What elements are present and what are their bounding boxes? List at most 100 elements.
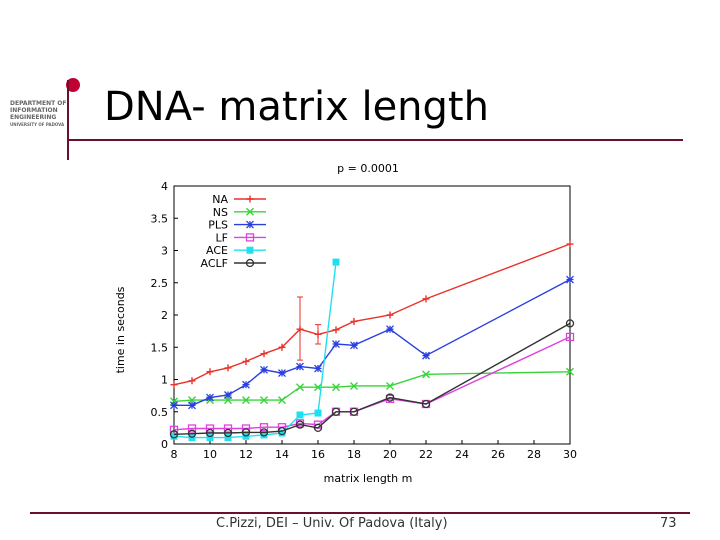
data-point <box>224 434 232 442</box>
legend-label: NS <box>213 206 228 219</box>
data-point <box>224 364 232 372</box>
legend-marker <box>246 207 254 216</box>
legend-label: LF <box>216 231 228 244</box>
x-tick-label: 24 <box>455 448 469 461</box>
data-point <box>332 340 340 348</box>
legend-label: ACLF <box>201 257 228 270</box>
x-axis-label: matrix length m <box>324 472 413 485</box>
data-point <box>296 411 304 419</box>
logo-dot <box>66 78 80 92</box>
logo-line-2: INFORMATION <box>10 107 58 114</box>
data-point <box>332 383 340 392</box>
data-point <box>278 343 286 351</box>
department-logo: DEPARTMENT OF INFORMATION ENGINEERING UN… <box>10 100 68 146</box>
footer-text: C.Pizzi, DEI – Univ. Of Padova (Italy) <box>216 516 448 531</box>
data-point <box>170 432 178 440</box>
data-point <box>205 428 215 438</box>
data-point <box>350 381 358 390</box>
legend-marker <box>245 233 255 242</box>
logo-line-4: UNIVERSITY OF PADOVA <box>10 122 65 127</box>
legend-marker <box>246 195 254 203</box>
data-point <box>422 370 430 379</box>
y-tick-label: 4 <box>161 180 168 193</box>
data-point <box>386 311 394 319</box>
series-pls <box>170 275 574 410</box>
x-tick-label: 12 <box>239 448 253 461</box>
data-point <box>260 350 268 358</box>
x-tick-label: 8 <box>171 448 178 461</box>
x-tick-label: 30 <box>563 448 577 461</box>
data-point <box>242 380 250 389</box>
data-point <box>566 367 574 376</box>
x-tick-label: 20 <box>383 448 397 461</box>
series-aclf <box>169 319 575 439</box>
data-point <box>260 365 268 374</box>
slide-title: DNA- matrix length <box>104 84 489 130</box>
data-point <box>331 407 341 416</box>
data-point <box>350 341 358 350</box>
data-point <box>278 429 286 437</box>
error-bar <box>315 324 321 345</box>
y-tick-label: 0.5 <box>151 406 169 419</box>
data-point <box>188 401 196 410</box>
data-point <box>242 396 250 405</box>
data-point <box>566 240 574 248</box>
y-tick-label: 3 <box>161 245 168 258</box>
data-point <box>206 368 214 376</box>
x-tick-label: 26 <box>491 448 505 461</box>
y-tick-label: 1.5 <box>151 341 169 354</box>
data-point <box>205 424 215 433</box>
x-tick-label: 16 <box>311 448 325 461</box>
logo-line-1: DEPARTMENT OF <box>10 100 67 107</box>
data-point <box>296 383 304 392</box>
data-point <box>206 393 214 402</box>
y-tick-label: 2 <box>161 309 168 322</box>
legend-marker <box>246 246 254 254</box>
data-point <box>386 325 394 334</box>
data-point <box>224 391 232 399</box>
x-tick-label: 10 <box>203 448 217 461</box>
data-point <box>206 434 214 442</box>
data-point <box>260 431 268 439</box>
data-point <box>296 362 304 371</box>
chart-title: p = 0.0001 <box>337 162 399 175</box>
legend-label: NA <box>212 193 228 206</box>
data-point <box>332 326 340 334</box>
data-point <box>169 430 179 439</box>
data-point <box>259 428 269 437</box>
x-tick-label: 18 <box>347 448 361 461</box>
header-horizontal-rule <box>67 139 683 141</box>
x-tick-label: 22 <box>419 448 433 461</box>
legend-marker <box>246 220 254 229</box>
series-na <box>170 240 574 389</box>
data-point <box>349 407 359 416</box>
y-tick-label: 0 <box>161 438 168 451</box>
page-number: 73 <box>660 516 677 531</box>
data-point <box>314 409 322 417</box>
y-tick-label: 1 <box>161 374 168 387</box>
legend-label: ACE <box>206 244 228 257</box>
data-point <box>350 317 358 325</box>
legend-marker <box>245 258 255 268</box>
data-point <box>385 393 395 402</box>
data-point <box>313 423 323 433</box>
data-point <box>187 429 197 438</box>
chart: p = 0.0001 matrix length m time in secon… <box>114 162 577 485</box>
data-point <box>223 428 233 438</box>
data-point <box>259 423 269 432</box>
data-point <box>187 424 197 433</box>
data-point <box>241 428 251 437</box>
data-point <box>295 420 305 429</box>
data-point <box>421 399 431 409</box>
data-point <box>170 381 178 389</box>
data-point <box>566 275 574 284</box>
y-axis-label: time in seconds <box>114 286 127 373</box>
y-tick-label: 3.5 <box>151 212 169 225</box>
data-point <box>386 381 394 390</box>
data-point <box>422 351 430 360</box>
data-point <box>332 258 340 266</box>
data-point <box>170 401 178 410</box>
data-point <box>422 295 430 303</box>
data-point <box>223 424 233 433</box>
